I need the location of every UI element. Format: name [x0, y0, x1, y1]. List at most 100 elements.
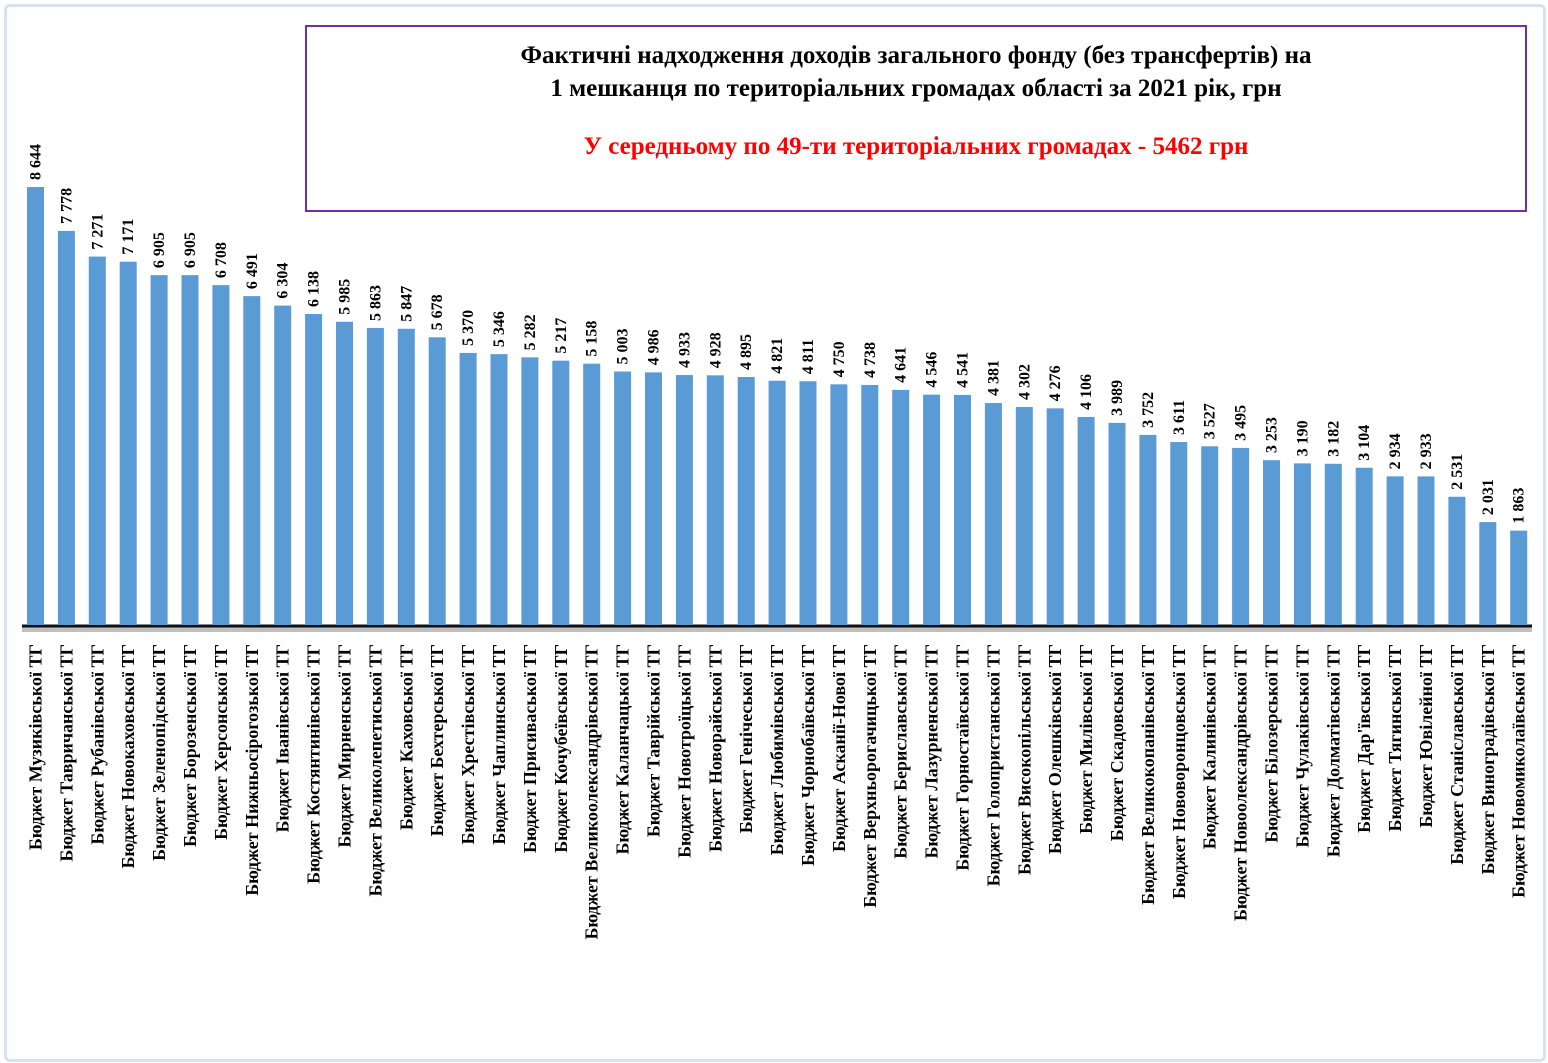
bar	[490, 354, 508, 625]
category-label: Бюджет Новокаховської ТГ	[118, 644, 138, 869]
category-label: Бюджет Нововоронцовської ТГ	[1169, 644, 1189, 899]
category-label: Бюджет Новорайської ТГ	[705, 644, 725, 852]
category-label: Бюджет Тягинської ТГ	[1385, 644, 1405, 831]
category-label: Бюджет Чорнобаївської ТГ	[798, 644, 818, 866]
data-label: 5 863	[367, 285, 384, 321]
bar	[181, 275, 199, 625]
bar	[1201, 446, 1219, 625]
bar	[984, 403, 1002, 625]
bar	[583, 363, 601, 625]
category-label: Бюджет Мирненської ТГ	[335, 644, 355, 848]
category-label: Бюджет Високопільської ТГ	[1014, 644, 1034, 875]
data-label: 6 491	[244, 253, 261, 289]
category-label: Бюджет Ювілейної ТГ	[1416, 644, 1436, 828]
data-label: 6 905	[182, 232, 199, 268]
data-label: 3 495	[1233, 405, 1250, 441]
category-label: Бюджет Хрестівської ТГ	[458, 644, 478, 844]
data-label: 6 708	[213, 242, 230, 278]
data-label: 4 302	[1016, 364, 1033, 400]
bar	[1510, 530, 1528, 625]
data-label: 8 644	[28, 144, 45, 180]
bar	[954, 394, 971, 625]
data-label: 4 541	[955, 352, 972, 388]
bar	[1324, 463, 1342, 625]
bar	[1046, 408, 1064, 625]
bar	[428, 337, 446, 625]
data-label: 5 370	[460, 310, 477, 346]
bar	[1417, 476, 1435, 625]
title-box: Фактичні надходження доходів загального …	[305, 25, 1527, 212]
category-label: Бюджет Костянтинівської ТГ	[304, 644, 324, 884]
data-label: 6 304	[275, 263, 292, 299]
bar	[768, 380, 786, 625]
bar	[305, 314, 323, 625]
category-label: Бюджет Горностаївської ТГ	[953, 644, 973, 871]
data-label: 5 282	[522, 314, 539, 350]
bar	[88, 256, 106, 625]
category-label: Бюджет Олешківської ТГ	[1045, 644, 1065, 854]
bar	[1355, 467, 1373, 625]
data-label: 2 531	[1449, 454, 1466, 490]
bar	[1232, 447, 1250, 625]
category-label: Бюджет Дар'ївської ТГ	[1354, 644, 1374, 833]
data-label: 4 895	[738, 334, 755, 370]
chart-title: Фактичні надходження доходів загального …	[307, 39, 1525, 105]
data-label: 7 271	[89, 214, 106, 250]
bar	[861, 384, 879, 625]
category-label: Бюджет Станіславської ТГ	[1447, 644, 1467, 865]
data-label: 2 031	[1480, 479, 1497, 515]
bar	[1139, 434, 1157, 625]
category-label: Бюджет Білозерської ТГ	[1262, 644, 1282, 843]
bar	[336, 321, 353, 625]
bar	[737, 376, 755, 625]
average-annotation: У середньому по 49-ти територіальних гро…	[583, 133, 1249, 160]
bar	[892, 389, 910, 625]
category-label: Бюджет Присиваської ТГ	[520, 644, 540, 853]
data-label: 5 003	[615, 329, 632, 365]
data-label: 6 905	[151, 232, 168, 268]
data-label: 3 190	[1294, 420, 1311, 456]
category-label: Бюджет Новомиколаївської ТГ	[1509, 644, 1529, 898]
category-label: Бюджет Великокопанівської ТГ	[1138, 644, 1158, 905]
category-label: Бюджет Музиківської ТГ	[26, 644, 46, 850]
data-label: 2 934	[1387, 433, 1404, 469]
category-label: Бюджет Новоолександрівської ТГ	[1231, 644, 1251, 921]
data-label: 4 811	[800, 339, 817, 374]
bar	[521, 357, 539, 625]
category-label: Бюджет Іванівської ТГ	[273, 644, 293, 833]
category-label: Бюджет Бехтерської ТГ	[427, 644, 447, 836]
data-label: 4 546	[924, 352, 941, 388]
data-label: 5 678	[429, 294, 446, 330]
data-label: 4 381	[985, 360, 1002, 396]
data-label: 7 778	[58, 188, 75, 224]
chart-frame	[4, 4, 1546, 1062]
bar	[150, 275, 168, 625]
category-label: Бюджет Зеленопідської ТГ	[149, 644, 169, 861]
bar	[645, 372, 662, 625]
category-label: Бюджет Скадовської ТГ	[1107, 644, 1127, 841]
data-label: 5 847	[398, 286, 415, 322]
bar	[274, 305, 292, 625]
bar	[366, 327, 384, 625]
category-label: Бюджет Нижньосірогозької ТГ	[242, 644, 262, 896]
category-label: Бюджет Великолепетиської ТГ	[365, 644, 385, 897]
bar	[57, 230, 75, 625]
category-label: Бюджет Виноградівської ТГ	[1478, 644, 1498, 874]
category-label: Бюджет Новотроїцької ТГ	[674, 644, 694, 858]
category-label: Бюджет Милівської ТГ	[1076, 644, 1096, 834]
data-label: 4 821	[769, 338, 786, 374]
data-label: 4 750	[831, 341, 848, 377]
category-label: Бюджет Долматівської ТГ	[1323, 644, 1343, 857]
category-label: Бюджет Рубанівської ТГ	[87, 644, 107, 845]
bar	[706, 375, 724, 625]
data-label: 4 738	[862, 342, 879, 378]
data-label: 4 928	[707, 332, 724, 368]
data-label: 4 641	[893, 347, 910, 383]
chart-title-line-2: 1 мешканця по територіальних громадах об…	[550, 75, 1282, 102]
category-label: Бюджет Любимівської ТГ	[767, 644, 787, 855]
bar	[799, 381, 817, 625]
bar	[243, 296, 261, 625]
data-label: 2 933	[1418, 433, 1435, 469]
data-label: 4 933	[676, 332, 693, 368]
